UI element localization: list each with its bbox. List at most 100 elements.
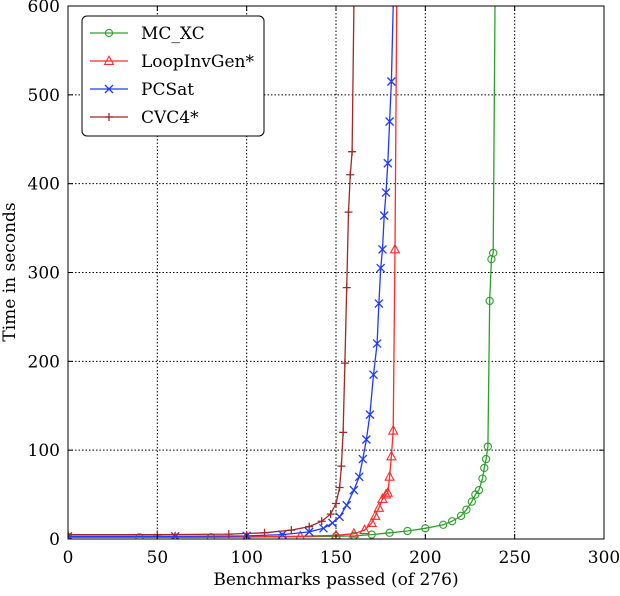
data-point-pcsat [379, 211, 389, 221]
legend-entry-cvc4: CVC4* [90, 108, 199, 128]
data-point-loopinvgen [369, 509, 381, 520]
data-point-cvc4 [344, 208, 353, 217]
data-point-cvc4 [339, 428, 348, 437]
x-axis-label: Benchmarks passed (of 276) [213, 570, 458, 590]
y-tick-label: 100 [28, 441, 60, 461]
legend-label-mc-xc: MC_XC [141, 24, 205, 44]
x-tick-label: 150 [320, 548, 352, 568]
data-point-pcsat [374, 299, 384, 309]
data-point-pcsat [304, 527, 314, 537]
data-point-loopinvgen [295, 530, 305, 539]
legend: MC_XC LoopInvGen* PCSat CVC4* [81, 15, 265, 137]
data-point-cvc4 [337, 462, 346, 471]
data-point-loopinvgen [359, 524, 370, 535]
data-point-mc-xc [462, 505, 471, 514]
legend-entry-mc-xc: MC_XC [90, 24, 205, 44]
data-point-pcsat [386, 77, 396, 86]
data-point-mc-xc [474, 485, 484, 495]
data-point-pcsat [365, 410, 375, 420]
x-tick-label: 100 [230, 548, 262, 568]
data-point-cvc4 [317, 517, 326, 526]
data-point-loopinvgen [380, 488, 392, 499]
legend-label-loopinvgen: LoopInvGen* [141, 52, 254, 72]
legend-marker-loopinvgen [103, 55, 115, 65]
data-point-loopinvgen [384, 470, 395, 481]
data-point-mc-xc [367, 530, 376, 539]
y-tick-label: 300 [28, 264, 60, 284]
series-layer [68, 6, 498, 539]
y-tick-label: 200 [28, 352, 60, 372]
data-point-mc-xc [483, 442, 493, 451]
y-axis-label: Time in seconds [0, 202, 20, 341]
data-point-pcsat [358, 454, 368, 464]
x-tick-label: 50 [147, 548, 169, 568]
data-point-loopinvgen [389, 243, 401, 254]
x-tick-label: 300 [588, 548, 620, 568]
data-point-pcsat [342, 500, 352, 510]
data-point-cvc4 [287, 526, 296, 535]
data-point-loopinvgen [382, 486, 394, 497]
legend-marker-mc-xc [104, 28, 114, 38]
data-point-cvc4 [335, 483, 344, 492]
series-pcsat [68, 6, 396, 539]
data-point-pcsat [170, 531, 180, 539]
data-point-loopinvgen [386, 450, 397, 461]
data-point-loopinvgen [366, 517, 378, 527]
data-point-cvc4 [346, 170, 355, 179]
data-point-cvc4 [342, 283, 351, 292]
x-tick-label: 250 [498, 548, 530, 568]
data-point-cvc4 [224, 530, 233, 539]
legend-marker-cvc4 [105, 113, 113, 121]
data-point-mc-xc [485, 296, 494, 306]
data-point-cvc4 [260, 528, 269, 537]
data-point-pcsat [383, 158, 393, 168]
data-point-mc-xc [421, 524, 430, 533]
data-point-mc-xc [385, 528, 394, 537]
data-point-mc-xc [447, 517, 457, 526]
data-point-mc-xc [467, 497, 476, 506]
data-point-loopinvgen [373, 501, 385, 512]
data-point-cvc4 [332, 499, 340, 508]
legend-label-cvc4: CVC4* [141, 108, 199, 128]
data-point-cvc4 [340, 359, 349, 368]
data-point-pcsat [381, 188, 391, 198]
data-point-pcsat [335, 512, 345, 522]
x-tick-label: 0 [63, 548, 74, 568]
data-point-pcsat [385, 117, 395, 126]
legend-box [81, 15, 265, 137]
legend-entry-loopinvgen: LoopInvGen* [90, 52, 254, 72]
data-point-pcsat [377, 244, 387, 254]
data-point-mc-xc [403, 526, 412, 536]
data-point-pcsat [319, 523, 328, 533]
legend-label-pcsat: PCSat [141, 80, 194, 100]
data-point-mc-xc [480, 463, 489, 473]
legend-entry-pcsat: PCSat [90, 80, 194, 100]
data-point-pcsat [327, 518, 337, 528]
legend-marker-pcsat [104, 84, 114, 94]
data-point-mc-xc [478, 474, 487, 483]
series-line-cvc4 [68, 6, 355, 536]
data-point-mc-xc [456, 511, 466, 521]
y-tick-label: 500 [28, 86, 60, 106]
data-point-mc-xc [439, 520, 448, 529]
x-tick-label: 200 [409, 548, 441, 568]
data-point-loopinvgen [387, 424, 399, 435]
data-point-pcsat [349, 485, 359, 495]
data-point-mc-xc [481, 454, 491, 464]
data-point-pcsat [361, 435, 371, 444]
data-point-pcsat [354, 472, 364, 482]
data-point-pcsat [68, 531, 73, 539]
data-point-cvc4 [68, 530, 72, 539]
data-point-cvc4 [305, 522, 314, 531]
data-point-loopinvgen [348, 527, 360, 538]
data-point-mc-xc [489, 248, 498, 258]
data-point-mc-xc [487, 255, 496, 264]
data-point-pcsat [372, 339, 382, 349]
y-tick-label: 400 [28, 175, 60, 195]
ticks: 0 50 100 150 200 250 300 0 100 200 300 400 500 600 [28, 0, 620, 568]
data-point-pcsat [376, 263, 386, 273]
data-point-pcsat [369, 370, 378, 380]
data-point-cvc4 [348, 147, 357, 156]
data-point-cvc4 [326, 510, 335, 519]
